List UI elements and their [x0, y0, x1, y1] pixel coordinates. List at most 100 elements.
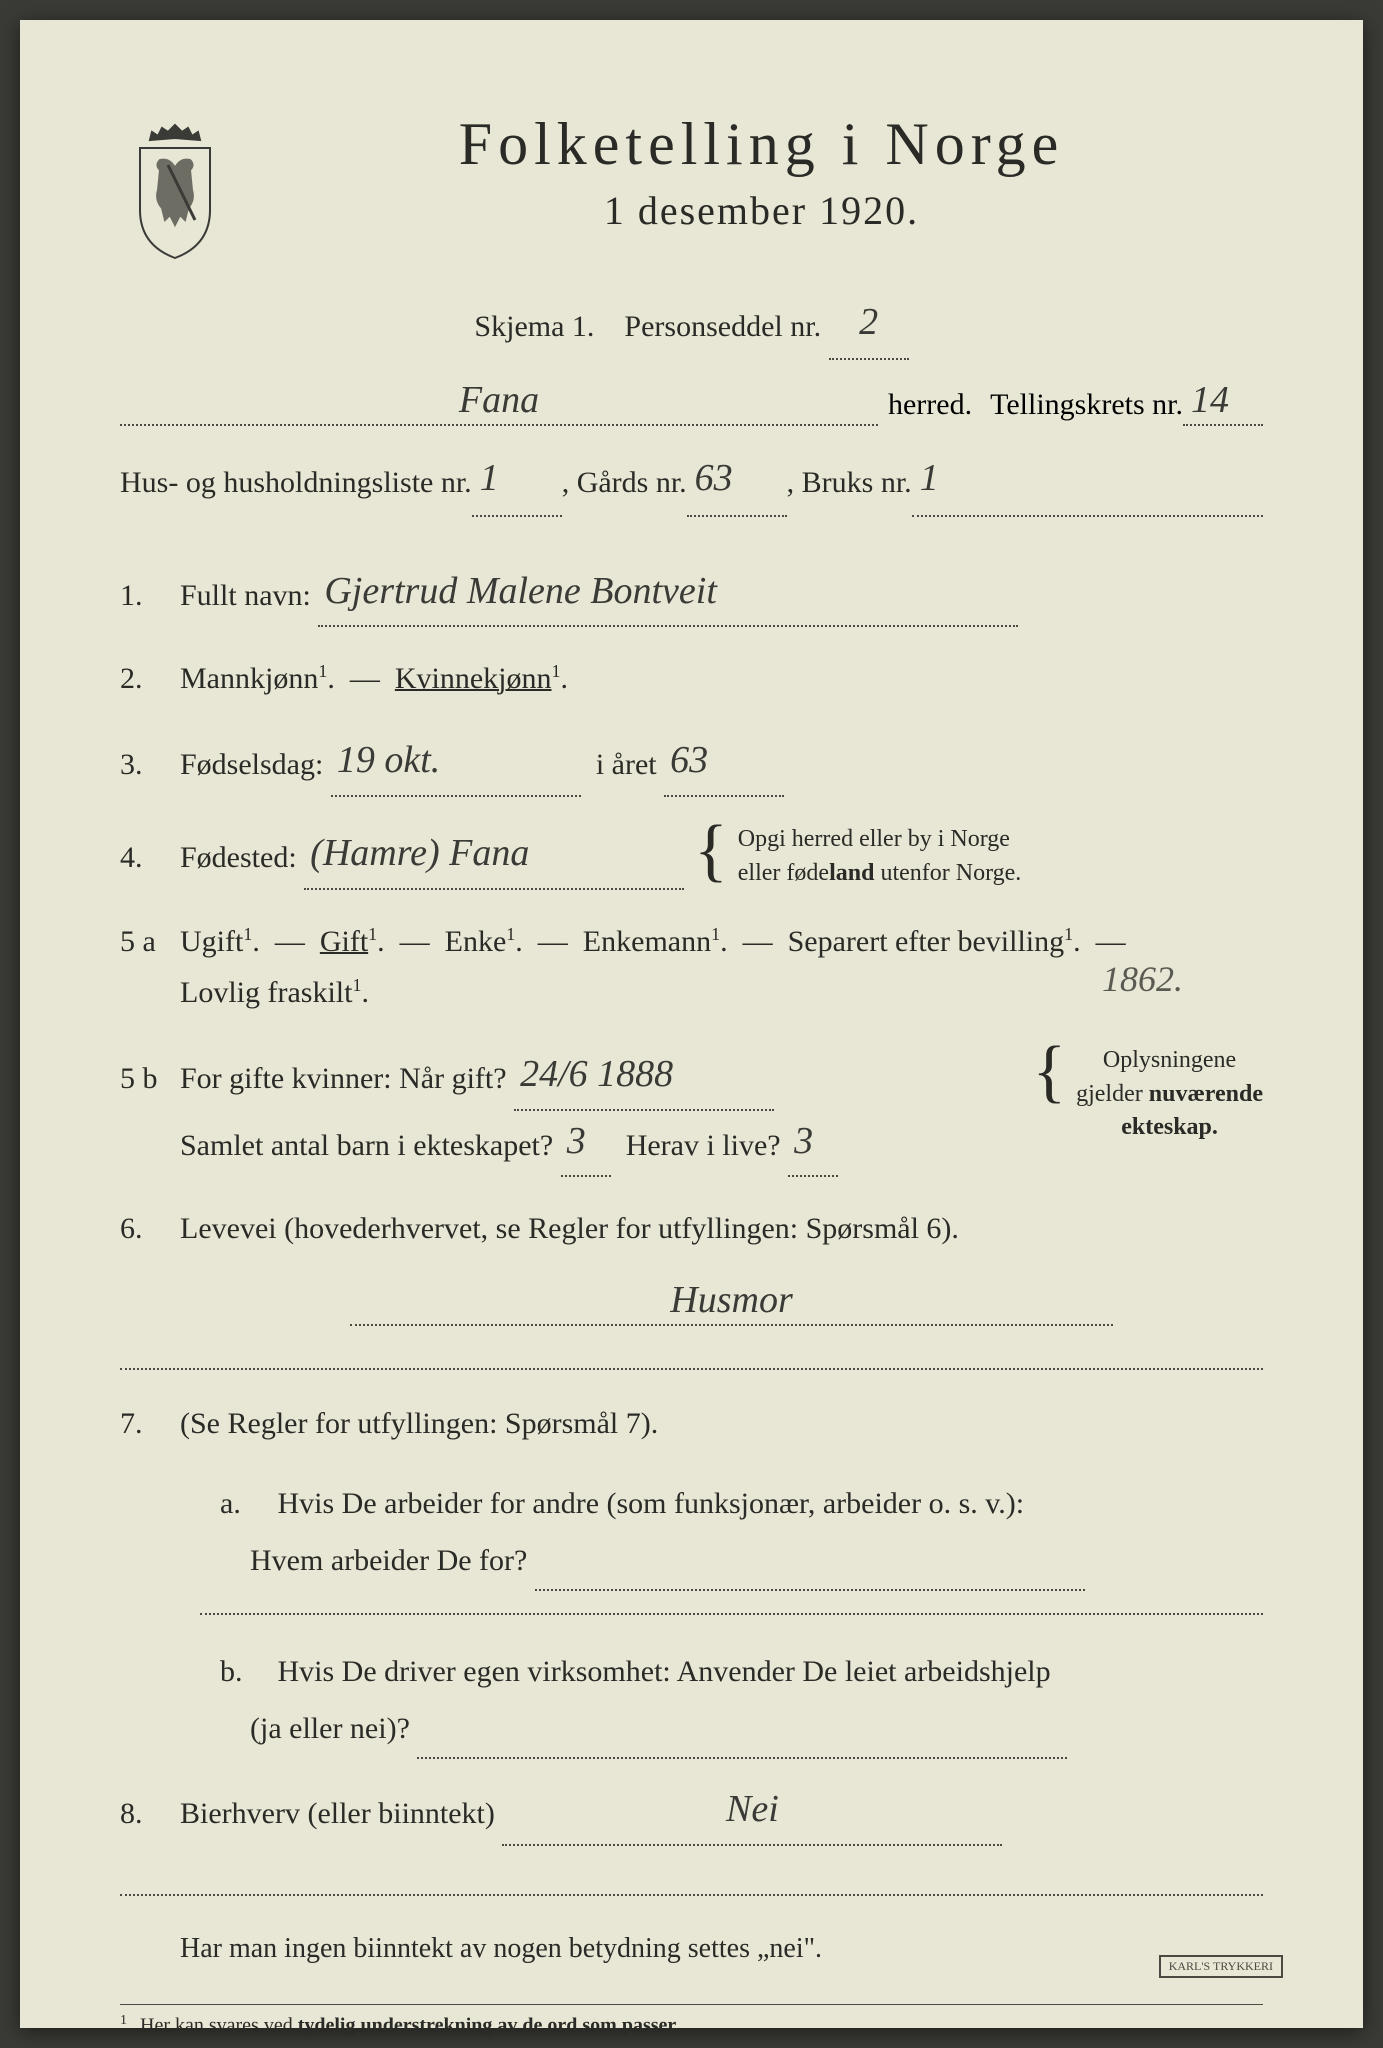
q3-year-label: i året [596, 748, 657, 781]
q1-field: Gjertrud Malene Bontveit [318, 561, 1018, 628]
q6-label: Levevei (hovederhvervet, se Regler for u… [180, 1212, 959, 1245]
q5b-num: 5 b [120, 1062, 180, 1096]
q7a-field [535, 1532, 1085, 1591]
census-form-page: Folketelling i Norge 1 desember 1920. Sk… [20, 20, 1363, 2028]
margin-year: 1862. [1102, 958, 1183, 1000]
header-section: Folketelling i Norge 1 desember 1920. [120, 110, 1263, 260]
q7-label: (Se Regler for utfyllingen: Spørsmål 7). [180, 1407, 658, 1440]
q1-num: 1. [120, 579, 180, 613]
gards-field: 63 [687, 446, 787, 516]
q8-num: 8. [120, 1797, 180, 1831]
q5b-line: 5 b For gifte kvinner: Når gift? 24/6 18… [120, 1044, 1263, 1177]
q3-day-field: 19 okt. [331, 730, 581, 797]
q8-line: 8. Bierhverv (eller biinntekt) Nei [120, 1779, 1263, 1846]
personseddel-field: 2 [829, 290, 909, 360]
q4-note1: Opgi herred eller by i Norge [738, 826, 1010, 852]
q6-line: 6. Levevei (hovederhvervet, se Regler fo… [120, 1203, 1263, 1254]
schema-line: Skjema 1. Personseddel nr. 2 [120, 290, 1263, 360]
q6-num: 6. [120, 1212, 180, 1246]
q5a-enkemann: Enkemann [583, 925, 711, 958]
q5a-enke: Enke [445, 925, 507, 958]
q7a-text1: Hvis De arbeider for andre (som funksjon… [278, 1487, 1025, 1520]
q1-label: Fullt navn: [180, 579, 311, 612]
q2-num: 2. [120, 662, 180, 696]
q5b-live-label: Herav i live? [626, 1129, 781, 1162]
q1-value: Gjertrud Malene Bontveit [324, 570, 717, 612]
q4-num: 4. [120, 841, 180, 875]
personseddel-value: 2 [859, 301, 878, 343]
gards-label: , Gårds nr. [562, 456, 687, 510]
hus-field: 1 [472, 446, 562, 516]
q5a-ugift: Ugift [180, 925, 243, 958]
q3-num: 3. [120, 748, 180, 782]
q7b-letter: b. [220, 1643, 270, 1700]
q5b-gift-field: 24/6 1888 [514, 1044, 774, 1111]
q7a-letter: a. [220, 1475, 270, 1532]
q5b-barn-value: 3 [567, 1120, 586, 1162]
q5a-gift: Gift [320, 925, 368, 958]
q7b-text1: Hvis De driver egen virksomhet: Anvender… [278, 1655, 1051, 1688]
subtitle: 1 desember 1920. [260, 187, 1263, 234]
q7b-field [417, 1700, 1067, 1759]
hus-line: Hus- og husholdningsliste nr. 1 , Gårds … [120, 446, 1263, 516]
blank-line-1 [120, 1346, 1263, 1370]
bruks-label: , Bruks nr. [787, 456, 912, 510]
bruks-value: 1 [920, 457, 939, 499]
personseddel-label: Personseddel nr. [624, 310, 821, 343]
q4-note: Opgi herred eller by i Norge eller fødel… [738, 823, 1022, 890]
q4-label: Fødested: [180, 841, 297, 874]
q5a-separert: Separert efter bevilling [788, 925, 1065, 958]
footer-instruction: Har man ingen biinntekt av nogen betydni… [180, 1924, 1263, 1974]
q6-value: Husmor [670, 1279, 792, 1321]
q3-line: 3. Fødselsdag: 19 okt. i året 63 [120, 730, 1263, 797]
tellingskrets-field: 14 [1183, 380, 1263, 426]
tellingskrets-label: Tellingskrets nr. [990, 388, 1183, 422]
q8-value: Nei [726, 1788, 779, 1830]
q7b-block: b. Hvis De driver egen virksomhet: Anven… [200, 1643, 1263, 1759]
q5b-barn-label: Samlet antal barn i ekteskapet? [180, 1129, 553, 1162]
q5b-note: Oplysningene gjelder nuværende ekteskap. [1076, 1044, 1263, 1145]
q7b-text2: (ja eller nei)? [250, 1712, 410, 1745]
q1-line: 1. Fullt navn: Gjertrud Malene Bontveit [120, 561, 1263, 628]
coat-of-arms-icon [120, 120, 230, 260]
q5b-live-field: 3 [788, 1111, 838, 1178]
q8-label: Bierhverv (eller biinntekt) [180, 1797, 495, 1830]
tellingskrets-value: 14 [1191, 379, 1229, 421]
herred-label: herred. [888, 388, 972, 422]
blank-line-3 [120, 1872, 1263, 1896]
q4-line: 4. Fødested: (Hamre) Fana { Opgi herred … [120, 823, 1263, 890]
q7a-text2: Hvem arbeider De for? [250, 1544, 527, 1577]
q3-label: Fødselsdag: [180, 748, 323, 781]
q4-field: (Hamre) Fana [304, 823, 684, 890]
q5b-gift-value: 24/6 1888 [520, 1053, 673, 1095]
title-block: Folketelling i Norge 1 desember 1920. [260, 110, 1263, 234]
brace-icon: { [694, 823, 728, 879]
q4-value: (Hamre) Fana [310, 832, 529, 874]
q7a-block: a. Hvis De arbeider for andre (som funks… [200, 1475, 1263, 1591]
q8-field: Nei [502, 1779, 1002, 1846]
q5a-fraskilt: Lovlig fraskilt [180, 976, 352, 1009]
herred-field: Fana [120, 380, 878, 426]
q5a-line: 5 a Ugift1. — Gift1. — Enke1. — Enkemann… [120, 916, 1263, 1018]
gards-value: 63 [695, 457, 733, 499]
printer-stamp: KARL'S TRYKKERI [1159, 1955, 1283, 1978]
skjema-label: Skjema 1. [474, 310, 594, 343]
footnote: 1 Her kan svares ved tydelig understrekn… [120, 2004, 1263, 2038]
q7-num: 7. [120, 1407, 180, 1441]
q2-kvinne: Kvinnekjønn [395, 662, 552, 695]
herred-line: Fana herred. Tellingskrets nr. 14 [120, 380, 1263, 426]
herred-value: Fana [459, 379, 539, 421]
blank-line-2 [200, 1591, 1263, 1615]
q3-year-field: 63 [664, 730, 784, 797]
q2-line: 2. Mannkjønn1. — Kvinnekjønn1. [120, 653, 1263, 704]
q5b-live-value: 3 [794, 1120, 813, 1162]
q5b-note1: Oplysningene [1103, 1047, 1236, 1073]
main-title: Folketelling i Norge [260, 110, 1263, 179]
q2-mann: Mannkjønn [180, 662, 318, 695]
q3-day-value: 19 okt. [337, 739, 440, 781]
hus-value: 1 [480, 457, 499, 499]
q5b-barn-field: 3 [561, 1111, 611, 1178]
q3-year-value: 63 [670, 739, 708, 781]
q7-line: 7. (Se Regler for utfyllingen: Spørsmål … [120, 1398, 1263, 1449]
footnote-num: 1 [120, 2013, 127, 2028]
